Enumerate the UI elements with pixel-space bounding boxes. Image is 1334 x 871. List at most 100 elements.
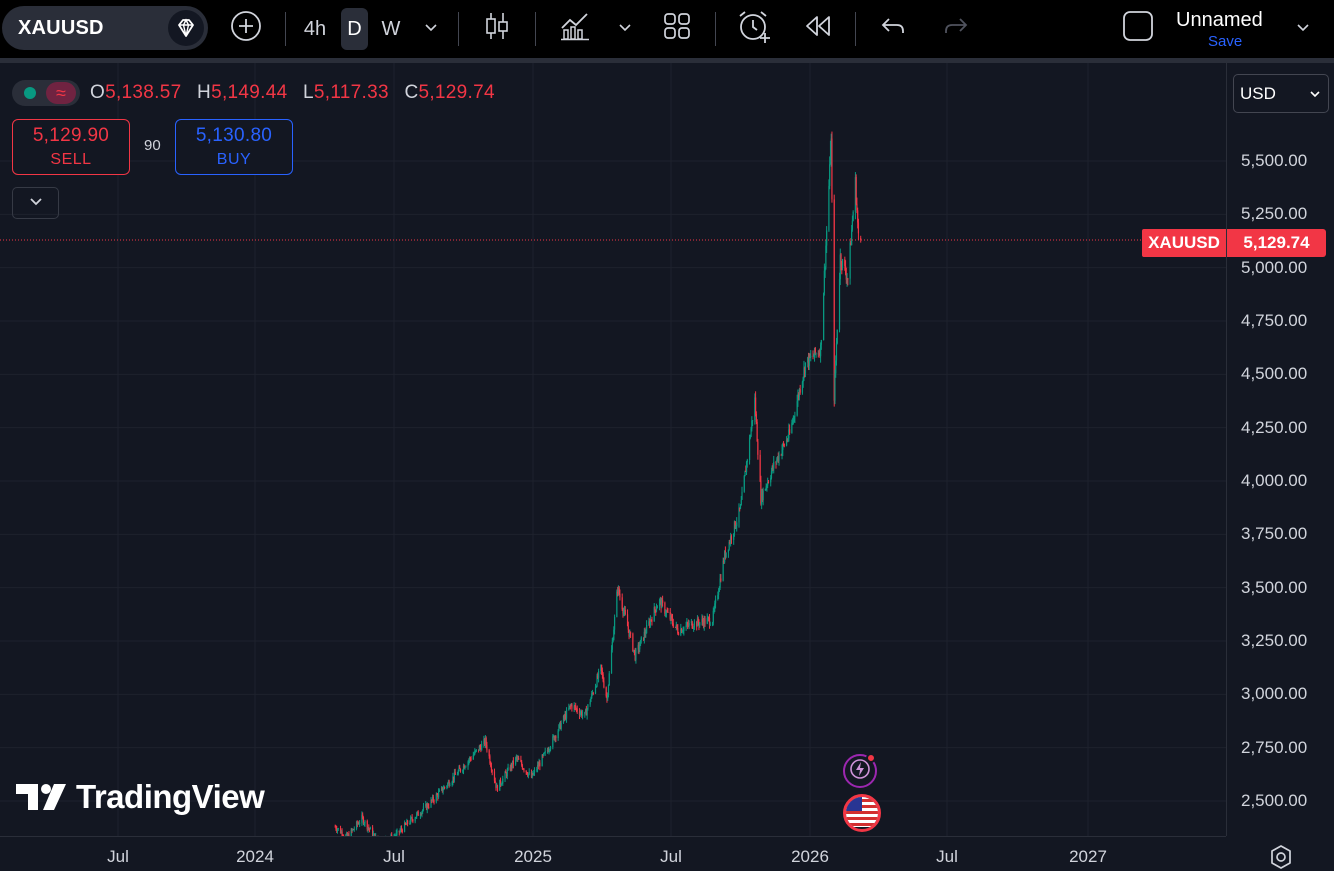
candle[interactable] — [352, 828, 354, 832]
candle[interactable] — [399, 828, 401, 834]
candle[interactable] — [468, 758, 470, 766]
candle[interactable] — [664, 601, 666, 617]
candle[interactable] — [544, 747, 546, 756]
candle[interactable] — [533, 769, 535, 776]
candle[interactable] — [739, 503, 742, 510]
candle[interactable] — [411, 814, 413, 822]
candle[interactable] — [537, 761, 539, 770]
candle[interactable] — [490, 761, 492, 768]
candle[interactable] — [649, 618, 651, 629]
candle[interactable] — [761, 488, 764, 502]
candle[interactable] — [565, 707, 568, 723]
candle[interactable] — [746, 458, 748, 468]
candle[interactable] — [702, 617, 705, 629]
candle[interactable] — [597, 672, 599, 680]
candle[interactable] — [366, 819, 368, 832]
candle[interactable] — [819, 348, 821, 358]
chart-settings-button[interactable] — [1267, 843, 1295, 871]
candle[interactable] — [574, 704, 576, 711]
candle[interactable] — [456, 771, 459, 776]
candle[interactable] — [432, 794, 434, 803]
candle[interactable] — [782, 442, 784, 457]
candle[interactable] — [840, 253, 842, 271]
candle[interactable] — [831, 131, 833, 203]
candle[interactable] — [743, 475, 745, 493]
candle[interactable] — [536, 766, 538, 773]
candle[interactable] — [817, 350, 819, 358]
candle[interactable] — [433, 799, 435, 805]
candle[interactable] — [525, 770, 527, 775]
candle[interactable] — [724, 550, 726, 564]
candle[interactable] — [623, 605, 626, 617]
candle[interactable] — [809, 353, 811, 359]
candle[interactable] — [576, 705, 578, 714]
candle[interactable] — [499, 779, 501, 791]
candle[interactable] — [854, 172, 857, 220]
candle[interactable] — [791, 419, 793, 434]
candle[interactable] — [568, 705, 571, 710]
candle[interactable] — [797, 389, 799, 407]
candle[interactable] — [510, 762, 512, 772]
candle[interactable] — [489, 754, 491, 765]
candle[interactable] — [543, 752, 546, 754]
candle[interactable] — [635, 647, 637, 664]
candle[interactable] — [603, 677, 605, 689]
candle[interactable] — [730, 534, 733, 544]
candle[interactable] — [448, 779, 450, 788]
candle[interactable] — [538, 758, 540, 767]
candle[interactable] — [468, 756, 471, 764]
candle[interactable] — [467, 760, 469, 770]
candle[interactable] — [459, 764, 461, 769]
candle[interactable] — [356, 820, 358, 828]
candle[interactable] — [420, 812, 422, 816]
candle[interactable] — [665, 609, 667, 618]
candle[interactable] — [616, 589, 618, 618]
candle[interactable] — [375, 832, 377, 836]
candle[interactable] — [613, 614, 616, 635]
layout-name[interactable]: Unnamed — [1176, 9, 1263, 31]
candle[interactable] — [473, 752, 475, 757]
candle[interactable] — [425, 803, 428, 811]
gem-icon[interactable] — [168, 10, 204, 46]
candle[interactable] — [336, 828, 339, 834]
candle[interactable] — [536, 761, 539, 773]
candle[interactable] — [578, 708, 581, 720]
candle[interactable] — [622, 607, 624, 618]
candle[interactable] — [799, 384, 801, 395]
candle[interactable] — [719, 573, 721, 590]
candle[interactable] — [443, 784, 445, 791]
candle[interactable] — [607, 693, 609, 701]
candle[interactable] — [762, 487, 764, 506]
candle[interactable] — [639, 641, 641, 653]
candle[interactable] — [838, 272, 841, 333]
candle[interactable] — [775, 460, 777, 469]
candle[interactable] — [580, 710, 582, 715]
candlestick-chart[interactable] — [0, 63, 1226, 836]
candle[interactable] — [727, 549, 730, 558]
candle[interactable] — [745, 465, 747, 473]
candle[interactable] — [850, 238, 852, 246]
candle[interactable] — [558, 724, 560, 732]
candle[interactable] — [776, 457, 778, 465]
market-status-pill[interactable]: ≈ — [12, 80, 80, 106]
candle[interactable] — [677, 624, 679, 635]
candle[interactable] — [539, 760, 541, 771]
candle[interactable] — [691, 620, 693, 629]
candle[interactable] — [656, 605, 658, 609]
candle[interactable] — [823, 292, 825, 341]
candle[interactable] — [803, 360, 805, 382]
candle[interactable] — [479, 744, 481, 750]
candle[interactable] — [505, 771, 508, 779]
candle[interactable] — [417, 810, 419, 816]
candle[interactable] — [435, 792, 437, 804]
candle[interactable] — [658, 598, 661, 611]
candle[interactable] — [645, 629, 647, 638]
tradingview-logo[interactable]: TradingView — [16, 778, 265, 816]
candle[interactable] — [591, 689, 594, 696]
candle[interactable] — [761, 488, 763, 510]
candle[interactable] — [447, 779, 449, 784]
candle[interactable] — [670, 614, 672, 625]
candle[interactable] — [340, 829, 342, 834]
candle[interactable] — [565, 711, 567, 720]
candle[interactable] — [706, 613, 708, 625]
